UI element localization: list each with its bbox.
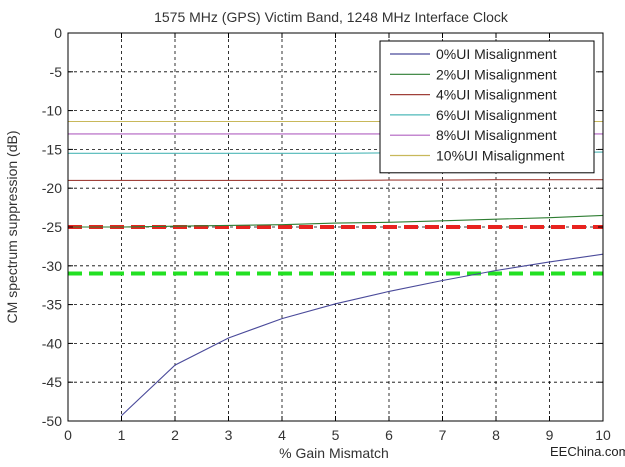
x-axis-title: % Gain Mismatch <box>279 445 389 461</box>
x-tick-label: 9 <box>546 427 554 443</box>
series-line <box>68 214 604 228</box>
y-tick-label: -50 <box>42 413 62 429</box>
x-tick-label: 10 <box>595 427 611 443</box>
x-tick-label: 8 <box>492 427 500 443</box>
y-tick-label: -20 <box>42 180 62 196</box>
legend: 0%UI Misalignment 2%UI Misalignment 4%UI M… <box>379 40 595 174</box>
legend-box <box>379 40 595 174</box>
series-line <box>68 179 603 181</box>
series-line <box>121 253 604 416</box>
watermark: EEChina.com <box>550 444 625 459</box>
x-tick-label: 5 <box>332 427 340 443</box>
x-tick-label: 3 <box>225 427 233 443</box>
x-tick-label: 1 <box>118 427 126 443</box>
legend-label: 2%UI Misalignment <box>436 66 557 82</box>
legend-label: 4%UI Misalignment <box>436 87 557 103</box>
legend-label: 0%UI Misalignment <box>436 46 557 62</box>
y-axis-title: CM spectrum suppression (dB) <box>4 131 20 324</box>
y-tick-label: -15 <box>42 141 62 157</box>
y-tick-label: -5 <box>50 64 63 80</box>
legend-label: 10%UI Misalignment <box>436 148 564 164</box>
x-tick-label: 2 <box>171 427 179 443</box>
y-tick-label: -45 <box>42 374 62 390</box>
x-tick-label: 4 <box>278 427 286 443</box>
x-tick-label: 7 <box>439 427 447 443</box>
legend-label: 8%UI Misalignment <box>436 127 557 143</box>
y-tick-label: -40 <box>42 335 62 351</box>
y-tick-label: -35 <box>42 297 62 313</box>
axis-ticks: 0 1 2 3 4 5 6 7 8 9 10 0 -5 -10 -15 -20 -25 -30 -35 -40 -45 -… <box>42 25 611 443</box>
chart-title: 1575 MHz (GPS) Victim Band, 1248 MHz Int… <box>154 9 509 25</box>
y-tick-label: 0 <box>54 25 62 41</box>
legend-label: 6%UI Misalignment <box>436 107 557 123</box>
x-tick-label: 0 <box>64 427 72 443</box>
y-tick-label: -30 <box>42 258 62 274</box>
y-tick-label: -10 <box>42 103 62 119</box>
y-tick-label: -25 <box>42 219 62 235</box>
x-tick-label: 6 <box>385 427 393 443</box>
